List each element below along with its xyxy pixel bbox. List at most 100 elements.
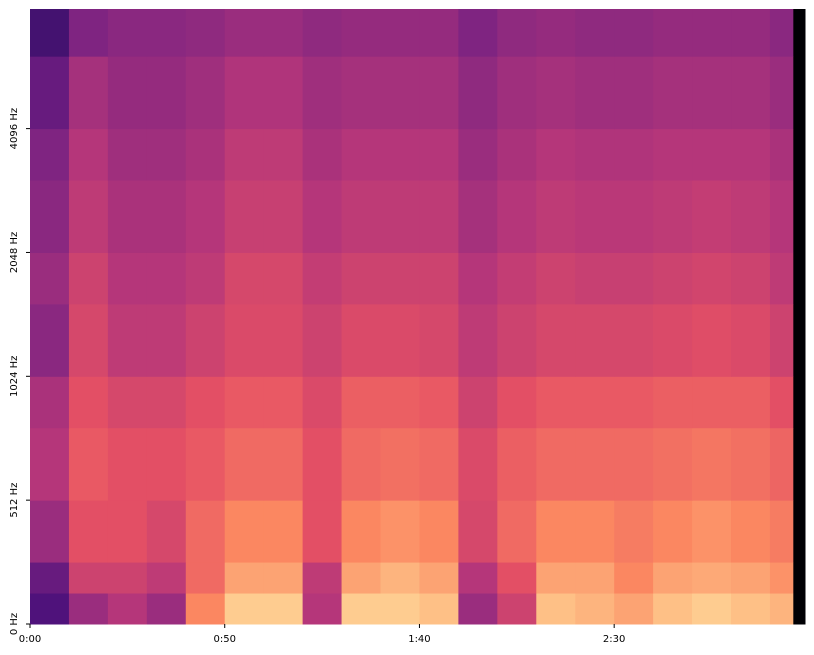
cell: [536, 562, 576, 594]
cell: [731, 303, 771, 377]
cell: [536, 427, 576, 501]
cell: [224, 562, 265, 594]
cell: [497, 252, 537, 305]
cell: [224, 376, 265, 429]
cell: [380, 252, 420, 305]
cell: [380, 128, 420, 181]
cell: [419, 128, 459, 181]
cell: [793, 562, 806, 594]
cell: [380, 376, 420, 429]
cell: [341, 427, 382, 501]
cell: [653, 180, 693, 253]
cell: [341, 562, 382, 594]
cell: [107, 303, 148, 377]
cell: [263, 56, 304, 130]
cell: [302, 427, 343, 501]
cell: [497, 427, 537, 501]
cell: [107, 500, 148, 563]
cell: [302, 128, 343, 181]
cell: [614, 128, 654, 181]
cell: [692, 56, 732, 130]
cell: [458, 180, 498, 253]
cell: [419, 252, 459, 305]
cell: [575, 427, 615, 501]
cell: [68, 128, 109, 181]
cell: [458, 427, 498, 501]
cell: [302, 180, 343, 253]
cell: [263, 252, 304, 305]
cell: [107, 252, 148, 305]
cell: [30, 252, 70, 305]
cell: [107, 180, 148, 253]
cell: [146, 128, 187, 181]
cell: [146, 593, 187, 625]
cell: [302, 56, 343, 130]
cell: [458, 500, 498, 563]
cell: [458, 303, 498, 377]
cell: [731, 562, 771, 594]
cell: [614, 252, 654, 305]
cell: [341, 128, 382, 181]
cell: [536, 303, 576, 377]
cell: [653, 56, 693, 130]
cell: [575, 303, 615, 377]
cell: [769, 56, 794, 130]
cell: [536, 9, 576, 57]
cell: [30, 56, 70, 130]
cell: [30, 376, 70, 429]
cell: [224, 180, 265, 253]
cell: [185, 252, 226, 305]
cell: [30, 303, 70, 377]
cell: [146, 376, 187, 429]
cell: [185, 427, 226, 501]
cell: [30, 500, 70, 563]
cell: [185, 500, 226, 563]
cell: [614, 180, 654, 253]
cell: [793, 303, 806, 377]
cell: [419, 303, 459, 377]
cell: [731, 252, 771, 305]
cell: [68, 562, 109, 594]
cell: [536, 593, 576, 625]
cell: [146, 500, 187, 563]
cell: [692, 562, 732, 594]
cell: [575, 128, 615, 181]
cell: [692, 252, 732, 305]
cell: [458, 128, 498, 181]
cell: [302, 500, 343, 563]
cell: [224, 303, 265, 377]
y-tick-label: 4096 Hz: [9, 108, 20, 149]
cell: [614, 427, 654, 501]
cell: [793, 252, 806, 305]
cell: [380, 593, 420, 625]
cell: [769, 376, 794, 429]
y-tick-label: 2048 Hz: [9, 232, 20, 273]
cell: [793, 180, 806, 253]
cell: [146, 562, 187, 594]
cell: [263, 303, 304, 377]
cell: [614, 9, 654, 57]
cell: [302, 303, 343, 377]
cell: [146, 252, 187, 305]
cell: [68, 56, 109, 130]
cell: [653, 593, 693, 625]
cell: [692, 9, 732, 57]
cell: [302, 252, 343, 305]
cell: [185, 593, 226, 625]
cell: [68, 376, 109, 429]
cell: [575, 593, 615, 625]
cell: [224, 427, 265, 501]
cell: [575, 180, 615, 253]
cell: [653, 303, 693, 377]
cell: [419, 500, 459, 563]
cell: [146, 303, 187, 377]
cell: [497, 56, 537, 130]
cell: [692, 427, 732, 501]
cell: [419, 593, 459, 625]
cell: [68, 500, 109, 563]
cell: [341, 376, 382, 429]
cell: [146, 9, 187, 57]
cell: [653, 128, 693, 181]
cell: [458, 562, 498, 594]
cell: [419, 180, 459, 253]
